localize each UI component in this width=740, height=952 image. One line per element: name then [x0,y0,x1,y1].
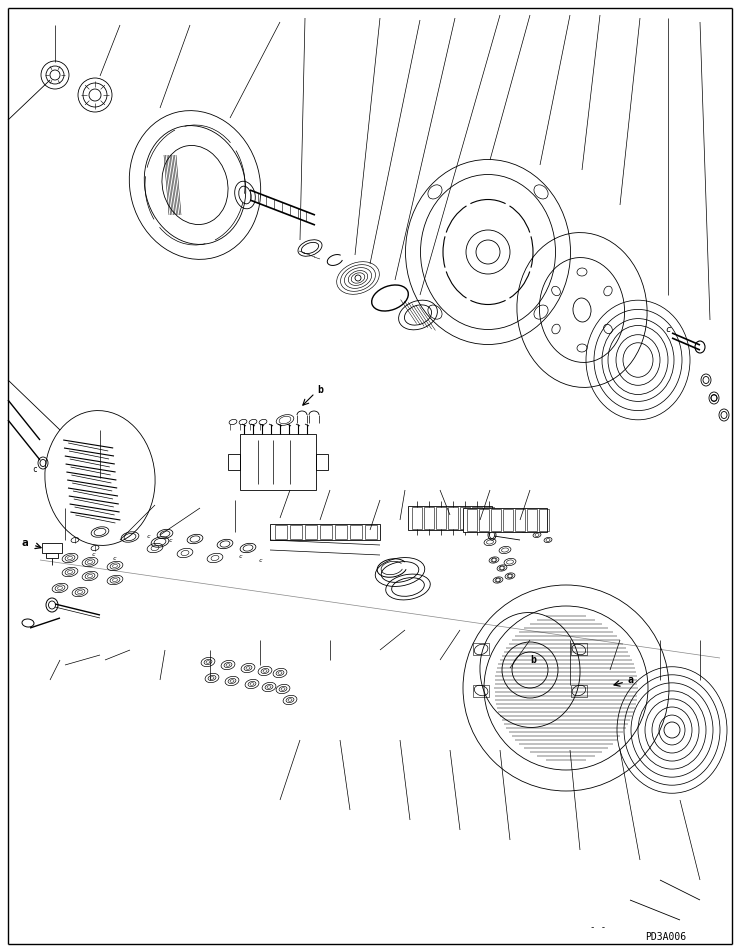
Text: c: c [146,534,150,540]
Text: b: b [317,385,323,395]
Polygon shape [463,508,547,532]
Text: a: a [627,675,633,685]
Text: c: c [258,558,262,563]
Polygon shape [408,506,492,530]
Text: b: b [530,655,536,665]
Text: c: c [238,553,242,559]
Text: - -: - - [590,922,606,931]
Text: c: c [91,551,95,557]
Text: c: c [665,326,670,334]
Text: c: c [112,556,116,561]
Polygon shape [42,543,62,553]
Text: c: c [168,539,172,544]
Polygon shape [240,434,316,490]
Polygon shape [270,524,380,540]
Text: c: c [33,466,37,474]
Text: a: a [21,538,28,548]
Text: PD3A006: PD3A006 [645,932,686,942]
Polygon shape [46,553,58,558]
